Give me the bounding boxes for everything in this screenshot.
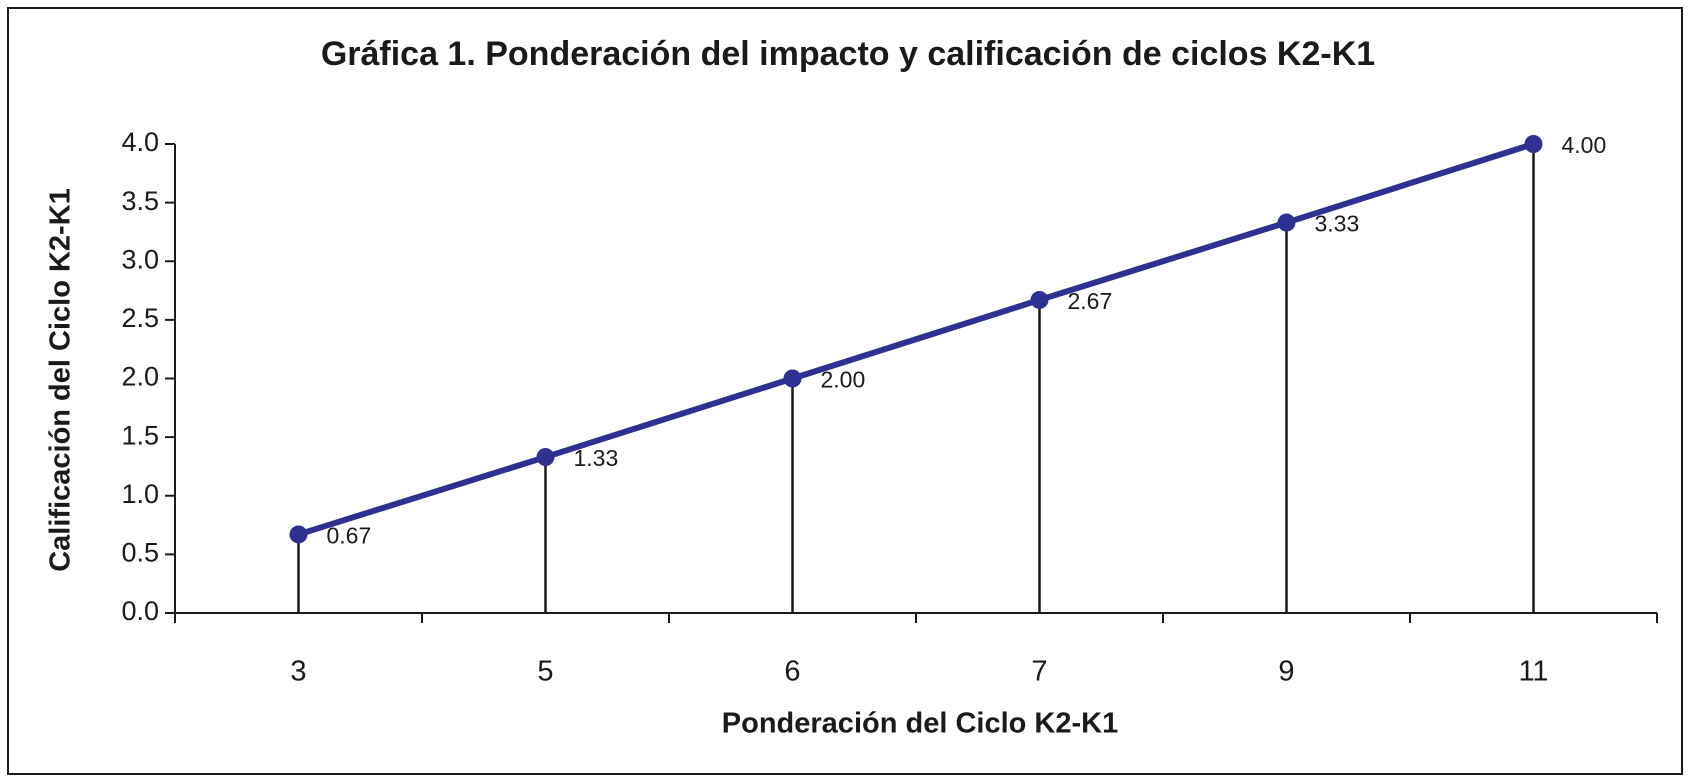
data-point (289, 525, 308, 544)
x-axis-title: Ponderación del Ciclo K2-K1 (722, 708, 1118, 740)
data-label: 2.00 (821, 367, 866, 393)
data-point (1524, 135, 1543, 153)
x-tick-label: 5 (537, 656, 553, 688)
data-label: 4.00 (1562, 132, 1607, 158)
x-tick-label: 6 (784, 656, 800, 688)
x-tick-label: 3 (290, 656, 306, 688)
y-tick-label: 2.0 (121, 362, 159, 392)
y-tick-label: 2.5 (121, 303, 159, 333)
x-tick-label: 11 (1518, 656, 1548, 688)
y-tick-label: 1.5 (121, 420, 159, 450)
y-tick-label: 0.0 (121, 596, 159, 626)
data-label: 1.33 (574, 445, 619, 471)
y-tick-label: 4.0 (121, 127, 159, 157)
data-label: 0.67 (327, 523, 372, 549)
y-tick-label: 3.0 (121, 244, 159, 274)
x-tick-label: 9 (1278, 656, 1294, 688)
data-point (1030, 290, 1049, 309)
data-point (783, 369, 802, 388)
data-label: 2.67 (1068, 288, 1113, 314)
chart-title: Gráfica 1. Ponderación del impacto y cal… (321, 35, 1375, 73)
y-axis-title: Calificación del Ciclo K2-K1 (45, 188, 77, 572)
chart-frame (7, 7, 1683, 775)
data-point (1277, 213, 1296, 232)
data-label: 3.33 (1315, 211, 1360, 237)
y-tick-label: 3.5 (121, 186, 159, 216)
y-tick-label: 0.5 (121, 538, 159, 568)
y-tick-label: 1.0 (121, 479, 159, 509)
data-line (297, 141, 1535, 538)
data-point (536, 448, 555, 467)
x-tick-label: 7 (1031, 656, 1047, 688)
